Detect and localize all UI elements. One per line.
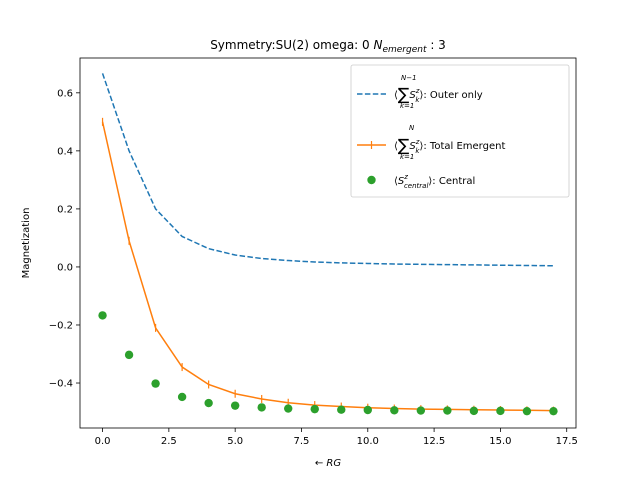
x-tick-label: 7.5 bbox=[294, 436, 310, 447]
x-axis-label-arrow: ← bbox=[315, 458, 327, 469]
legend-label-central-s: S bbox=[398, 176, 405, 187]
legend-label-outer-upper: N−1 bbox=[401, 74, 417, 82]
legend-label-central-sub: central bbox=[404, 182, 429, 190]
data-point bbox=[522, 406, 532, 416]
x-tick-label: 15.0 bbox=[489, 436, 511, 447]
data-point bbox=[151, 379, 160, 388]
x-tick-label: 2.5 bbox=[161, 436, 177, 447]
legend-label-central-bracket: ⟨ bbox=[394, 176, 398, 187]
data-point bbox=[177, 392, 187, 402]
legend-label-central-sup: z bbox=[403, 173, 408, 181]
y-tick-label: 0.4 bbox=[57, 146, 73, 157]
x-tick-label: 12.5 bbox=[423, 436, 445, 447]
legend-label-outer: ⟨∑Sz k⟩: Outer only bbox=[394, 85, 483, 105]
series-line-outer-only bbox=[101, 73, 554, 267]
legend-label-outer-text: ⟩: Outer only bbox=[419, 90, 482, 101]
x-tick-label: 17.5 bbox=[556, 436, 578, 447]
chart-title-n: N bbox=[373, 38, 382, 52]
legend-label-outer-s: S bbox=[409, 90, 416, 101]
legend-label-total: ⟨∑Sz k⟩: Total Emergent bbox=[394, 136, 505, 156]
data-point bbox=[496, 406, 505, 416]
series-layer bbox=[98, 73, 558, 416]
legend-box bbox=[350, 64, 570, 198]
y-tick-label: −0.2 bbox=[49, 320, 73, 331]
legend-label-total-bracket: ⟨ bbox=[394, 141, 398, 152]
y-tick-label: 0.2 bbox=[57, 204, 73, 215]
legend-label-outer-sub: k bbox=[415, 96, 420, 104]
chart-title-main: Symmetry:SU(2) omega: 0 bbox=[210, 38, 373, 52]
x-tick-label: 10.0 bbox=[357, 436, 379, 447]
data-point bbox=[469, 406, 479, 416]
y-axis-label: Magnetization bbox=[21, 208, 32, 279]
data-point bbox=[204, 398, 213, 408]
legend-label-total-s: S bbox=[409, 141, 416, 152]
legend-label-outer-sup: z bbox=[415, 87, 420, 95]
series-central bbox=[98, 311, 558, 416]
legend: ⟨∑Sz k⟩: Outer only N−1 k=1 ⟨∑Sz k⟩: Total… bbox=[350, 64, 570, 198]
legend-swatch-central bbox=[367, 175, 376, 185]
legend-label-outer-lower: k=1 bbox=[400, 102, 414, 110]
y-ticks: −0.4 −0.2 0.0 0.2 0.4 0.6 bbox=[49, 88, 80, 390]
legend-label-outer-bracket: ⟨ bbox=[394, 90, 398, 101]
data-point bbox=[443, 406, 452, 415]
chart-title-sub: emergent bbox=[382, 45, 426, 55]
data-point bbox=[230, 401, 240, 410]
data-point bbox=[98, 311, 107, 320]
legend-label-outer-sum: ∑ bbox=[398, 85, 410, 105]
y-tick-label: 0.0 bbox=[57, 262, 73, 273]
series-line-total-emergent bbox=[101, 121, 554, 412]
x-axis-label: ← RG bbox=[315, 458, 342, 469]
data-point bbox=[416, 406, 426, 415]
x-tick-label: 0.0 bbox=[95, 436, 111, 447]
x-ticks: 0.0 2.5 5.0 7.5 10.0 12.5 15.0 17.5 bbox=[95, 428, 578, 447]
legend-label-central: ⟨Sz central⟩: Central bbox=[394, 173, 475, 190]
legend-label-total-lower: k=1 bbox=[400, 153, 414, 161]
legend-label-total-text: ⟩: Total Emergent bbox=[419, 141, 505, 152]
data-point bbox=[363, 405, 372, 415]
legend-label-total-sub: k bbox=[415, 147, 420, 155]
legend-label-total-sup: z bbox=[415, 138, 420, 146]
plot-frame bbox=[79, 57, 577, 429]
y-tick-label: −0.4 bbox=[49, 379, 73, 390]
legend-label-total-upper: N bbox=[409, 124, 415, 132]
data-point bbox=[257, 403, 266, 412]
y-tick-label: 0.6 bbox=[57, 88, 73, 99]
legend-label-central-text: ⟩: Central bbox=[428, 176, 475, 187]
chart-title: Symmetry:SU(2) omega: 0 Nemergent : 3 bbox=[210, 38, 446, 55]
data-point bbox=[549, 406, 558, 416]
data-point bbox=[310, 404, 319, 414]
x-axis-label-rg: RG bbox=[326, 458, 341, 469]
series-outer-only bbox=[101, 73, 554, 267]
data-point bbox=[124, 350, 134, 360]
legend-label-total-sum: ∑ bbox=[398, 136, 410, 156]
x-tick-label: 5.0 bbox=[227, 436, 243, 447]
chart-title-tail: : 3 bbox=[427, 38, 446, 52]
data-point bbox=[390, 406, 399, 415]
data-point bbox=[284, 404, 293, 413]
data-point bbox=[337, 405, 346, 414]
